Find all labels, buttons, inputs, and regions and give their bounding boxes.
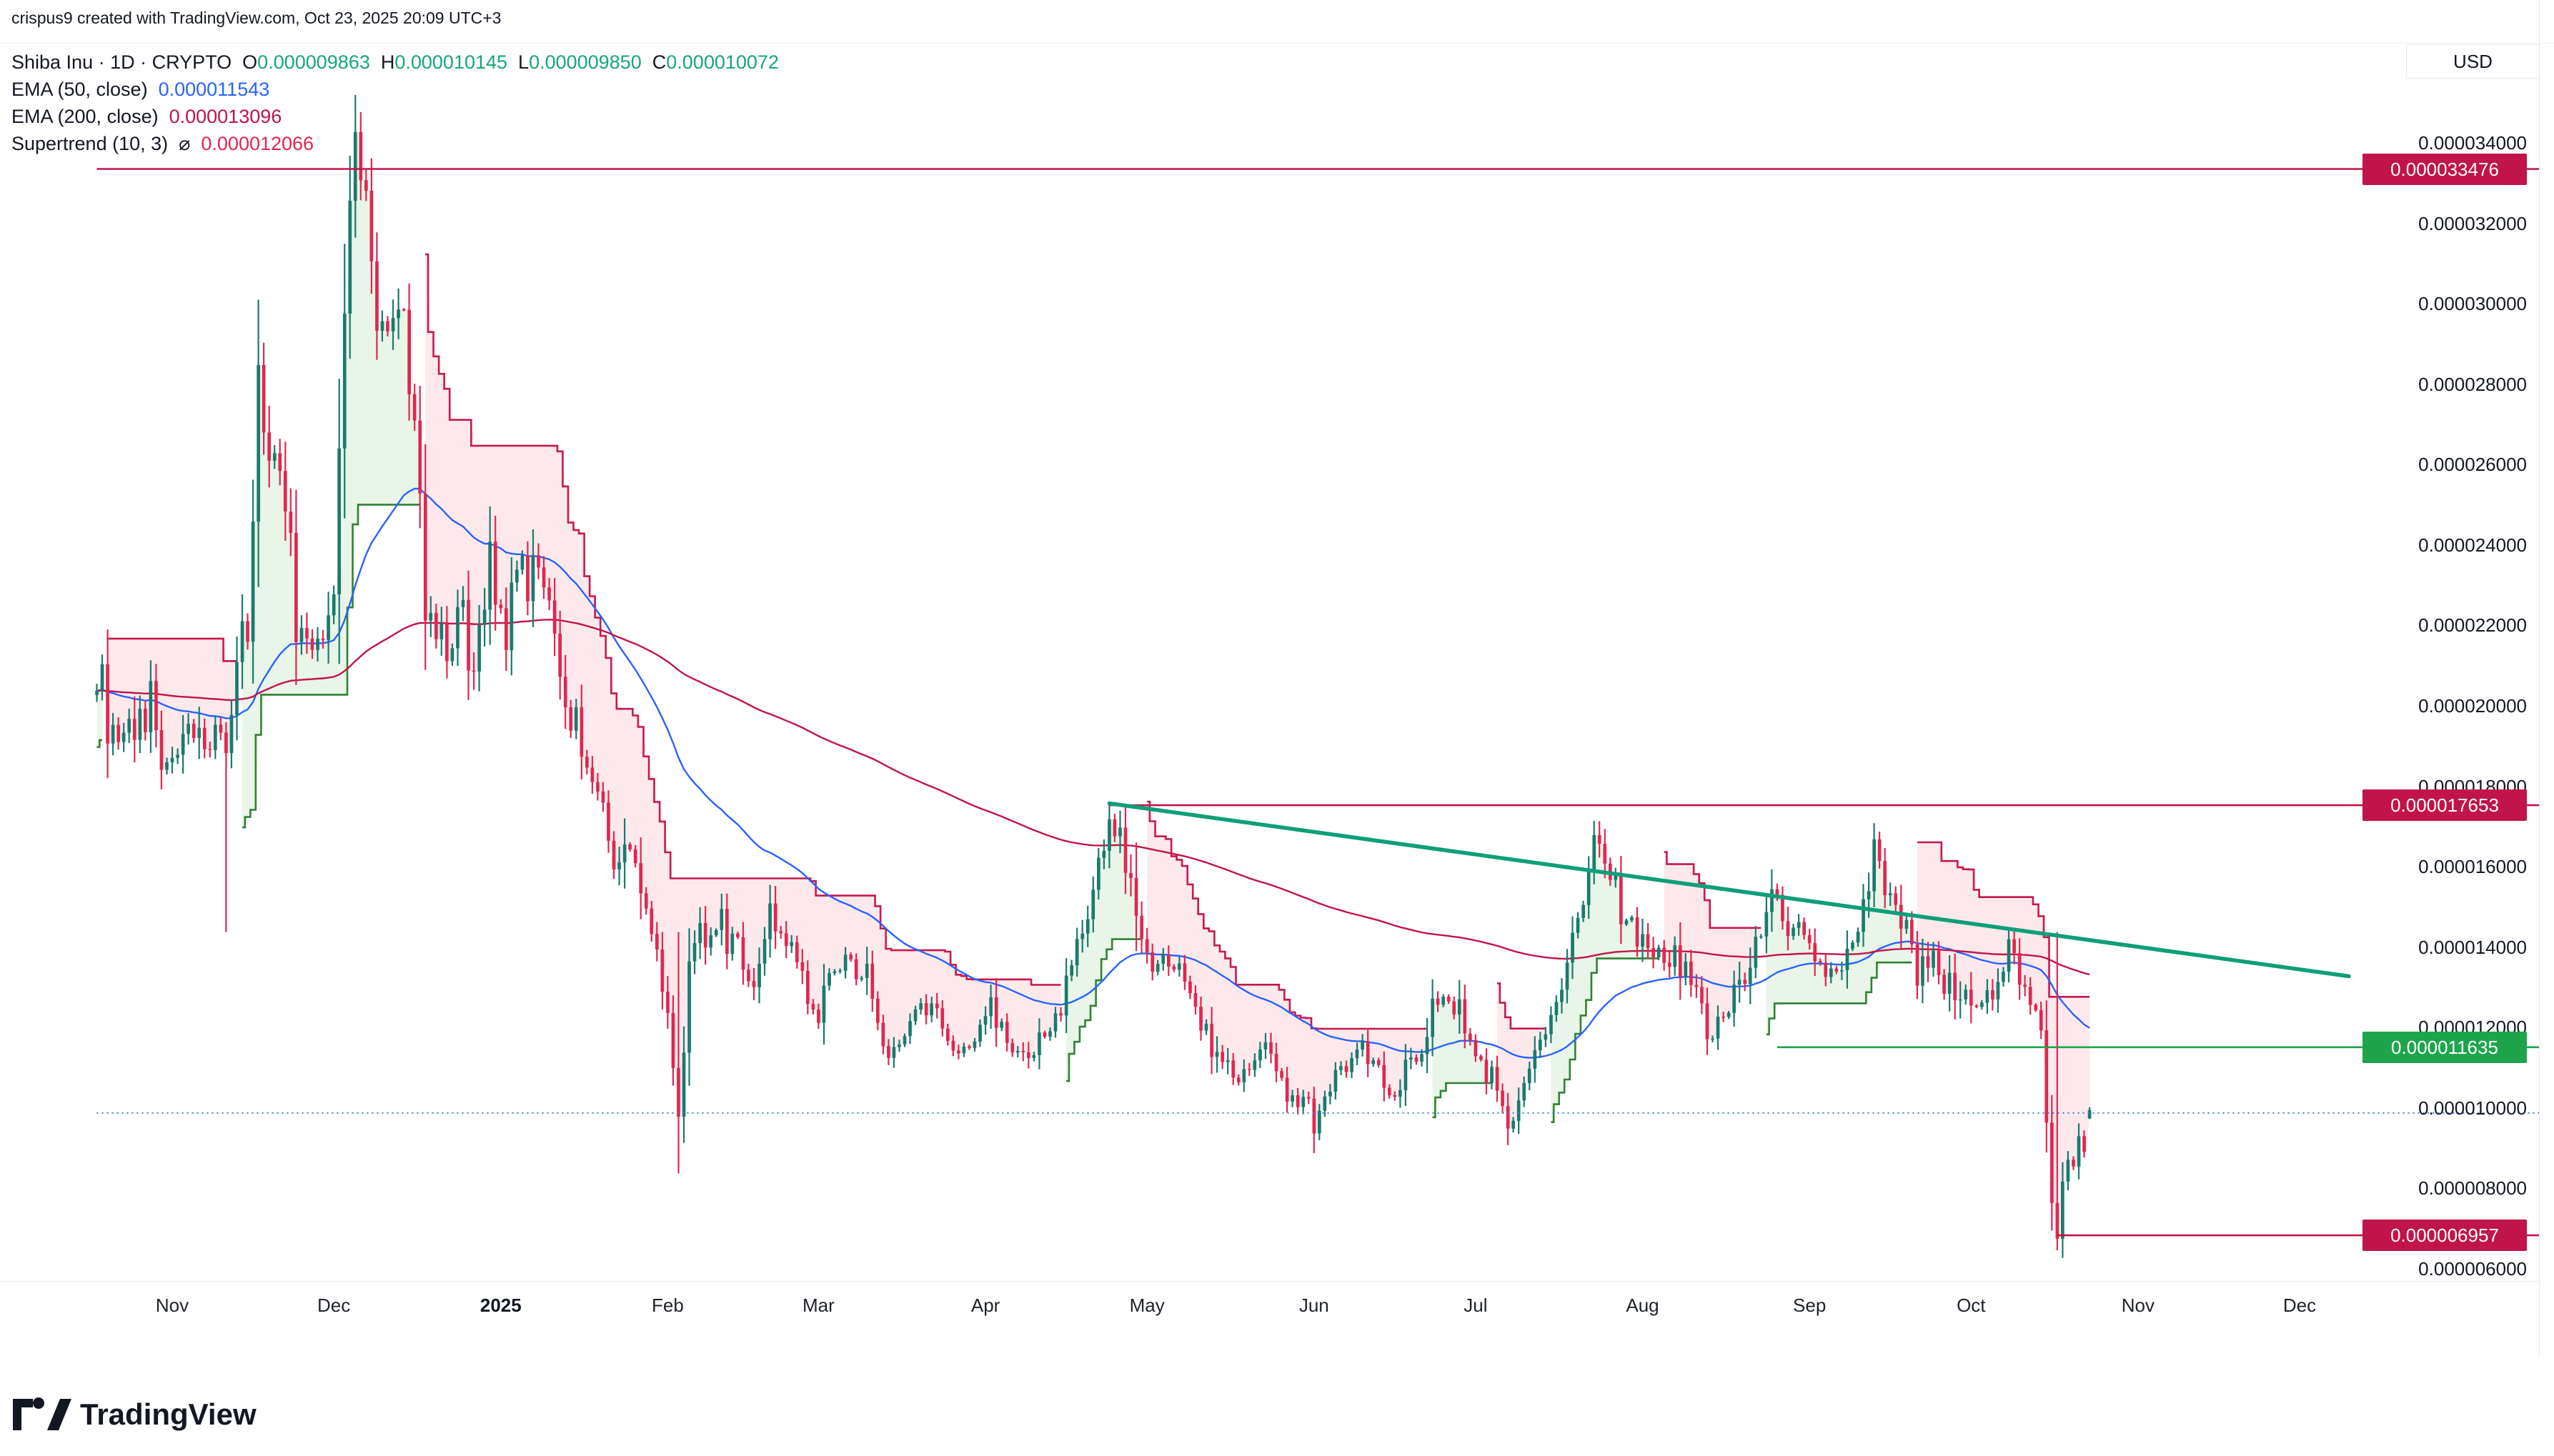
svg-text:TradingView: TradingView <box>80 1397 257 1431</box>
